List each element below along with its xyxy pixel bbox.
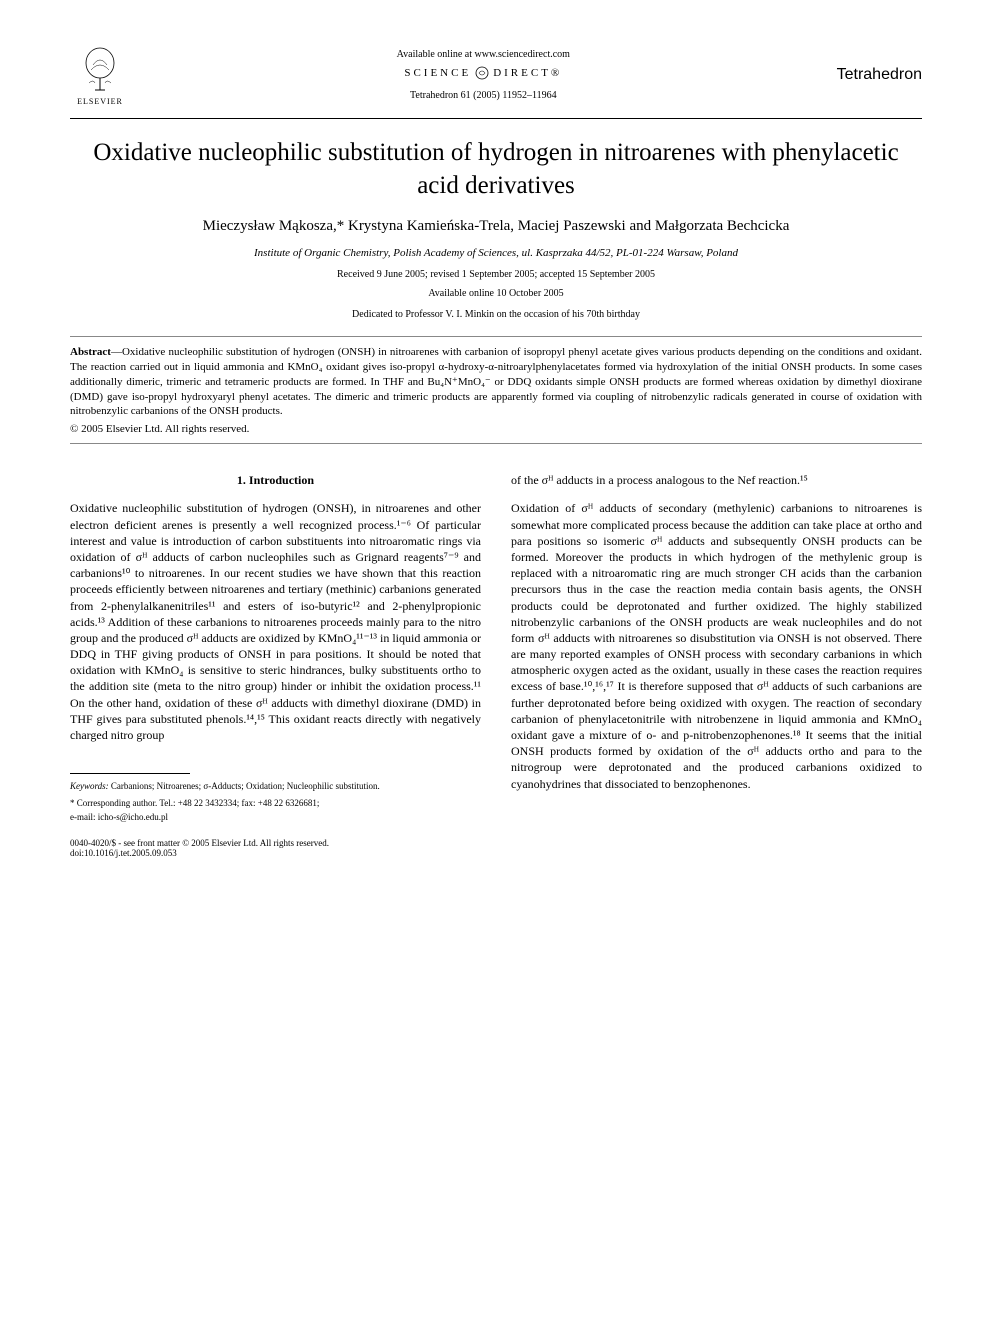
keywords-label: Keywords:: [70, 781, 109, 791]
doi-text: doi:10.1016/j.tet.2005.09.053: [70, 848, 177, 858]
affiliation: Institute of Organic Chemistry, Polish A…: [70, 247, 922, 259]
elsevier-logo: ELSEVIER: [70, 40, 130, 110]
science-text: SCIENCE: [404, 67, 471, 79]
abstract-bottom-rule: [70, 443, 922, 444]
doi-line-2: doi:10.1016/j.tet.2005.09.053: [70, 848, 922, 858]
journal-citation: Tetrahedron 61 (2005) 11952–11964: [130, 90, 837, 101]
article-title: Oxidative nucleophilic substitution of h…: [70, 137, 922, 202]
abstract-top-rule: [70, 336, 922, 337]
authors: Mieczysław Mąkosza,* Krystyna Kamieńska-…: [70, 218, 922, 235]
col1-para1: Oxidative nucleophilic substitution of h…: [70, 500, 481, 743]
col2-para2: Oxidation of σᴴ adducts of secondary (me…: [511, 500, 922, 791]
dedication: Dedicated to Professor V. I. Minkin on t…: [70, 309, 922, 320]
sciencedirect-icon: [475, 66, 489, 80]
body-columns: 1. Introduction Oxidative nucleophilic s…: [70, 472, 922, 824]
doi-footer: 0040-4020/$ - see front matter © 2005 El…: [70, 838, 922, 848]
abstract-block: Abstract—Oxidative nucleophilic substitu…: [70, 345, 922, 419]
dates: Received 9 June 2005; revised 1 Septembe…: [70, 269, 922, 280]
corr-email: e-mail: icho-s@icho.edu.pl: [70, 811, 481, 824]
keywords-text: Carbanions; Nitroarenes; σ-Adducts; Oxid…: [109, 781, 380, 791]
elsevier-label: ELSEVIER: [77, 97, 123, 106]
corresponding-author: * Corresponding author. Tel.: +48 22 343…: [70, 797, 481, 810]
column-right: of the σᴴ adducts in a process analogous…: [511, 472, 922, 824]
abstract-text: —Oxidative nucleophilic substitution of …: [70, 346, 922, 417]
header-center: Available online at www.sciencedirect.co…: [130, 49, 837, 101]
abstract-label: Abstract: [70, 346, 111, 358]
header-row: ELSEVIER Available online at www.science…: [70, 40, 922, 110]
footer-rule: [70, 773, 190, 774]
copyright: © 2005 Elsevier Ltd. All rights reserved…: [70, 423, 922, 435]
direct-text: DIRECT®: [493, 67, 562, 79]
available-date: Available online 10 October 2005: [70, 288, 922, 299]
keywords-line: Keywords: Carbanions; Nitroarenes; σ-Add…: [70, 780, 481, 793]
col2-para1: of the σᴴ adducts in a process analogous…: [511, 472, 922, 488]
column-left: 1. Introduction Oxidative nucleophilic s…: [70, 472, 481, 824]
header-rule: [70, 118, 922, 119]
available-online-text: Available online at www.sciencedirect.co…: [130, 49, 837, 60]
issn-text: 0040-4020/$ - see front matter © 2005 El…: [70, 838, 329, 848]
section-1-heading: 1. Introduction: [70, 472, 481, 488]
science-direct-logo: SCIENCE DIRECT®: [404, 66, 562, 80]
footer-block: Keywords: Carbanions; Nitroarenes; σ-Add…: [70, 773, 481, 824]
journal-name: Tetrahedron: [837, 66, 922, 84]
elsevier-tree-icon: [75, 45, 125, 95]
